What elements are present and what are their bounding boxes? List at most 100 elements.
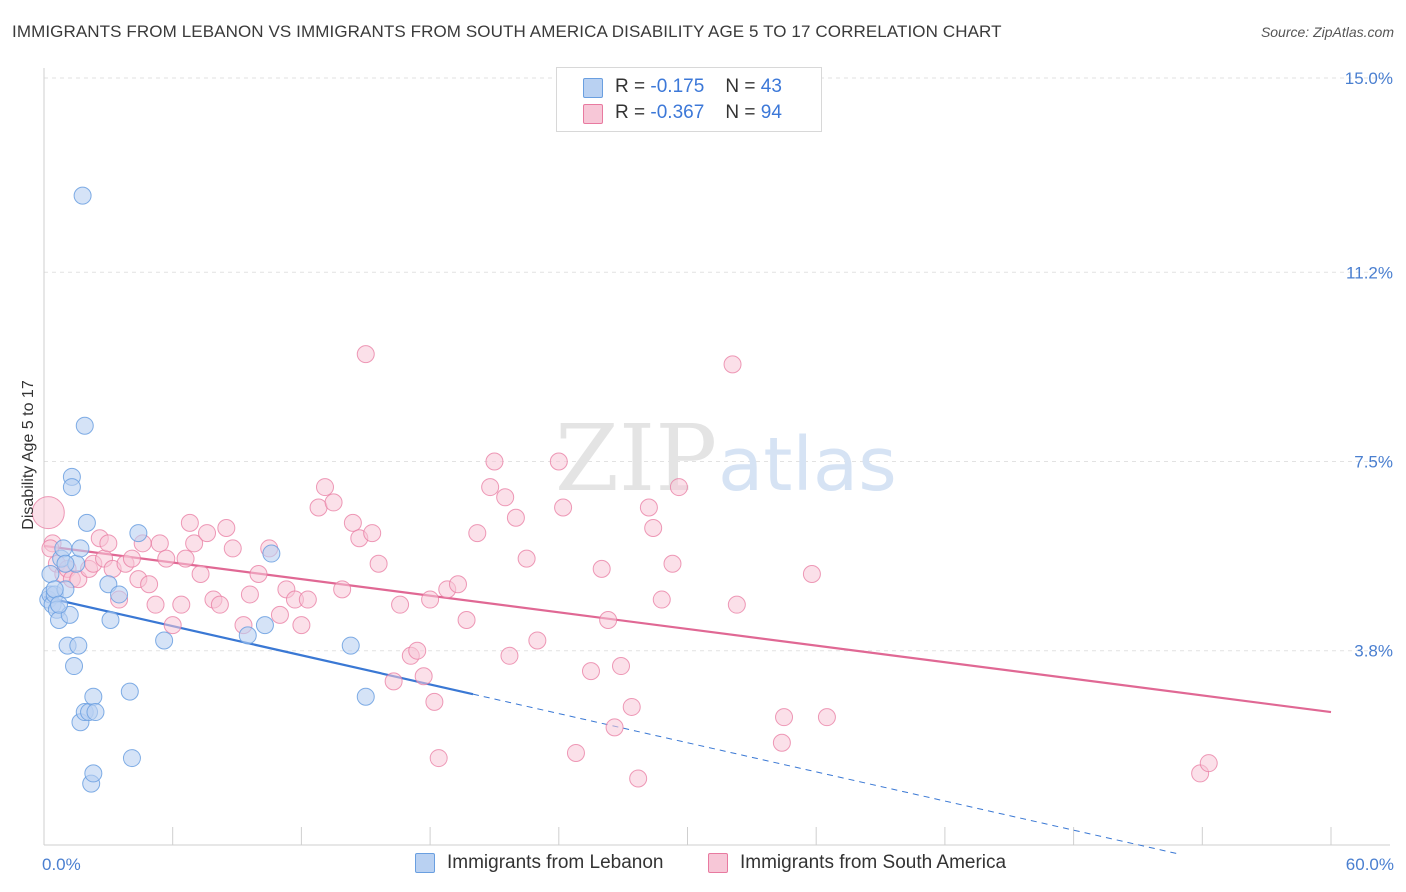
legend-n-label: N = (725, 102, 756, 123)
x-tick-label-min: 0.0% (42, 855, 81, 874)
point-south-america (669, 478, 688, 497)
point-lebanon (84, 687, 103, 706)
point-lebanon (65, 657, 84, 676)
point-south-america (566, 743, 585, 762)
point-south-america (343, 513, 362, 532)
point-south-america (802, 564, 821, 583)
point-south-america (663, 554, 682, 573)
point-south-america (31, 496, 65, 530)
point-lebanon (120, 682, 139, 701)
point-south-america (356, 345, 375, 364)
point-south-america (775, 708, 794, 727)
point-lebanon (356, 687, 375, 706)
x-tick-labels: 0.0% 60.0% (42, 855, 1394, 874)
point-south-america (191, 564, 210, 583)
point-south-america (140, 575, 159, 594)
point-lebanon (54, 539, 73, 558)
point-south-america (421, 590, 440, 609)
legend-r-label: R = (615, 102, 646, 123)
y-tick-label: 15.0% (1345, 69, 1393, 88)
point-south-america (292, 616, 311, 635)
point-lebanon (77, 513, 96, 532)
point-south-america (363, 524, 382, 543)
point-south-america (309, 498, 328, 517)
point-south-america (605, 718, 624, 737)
trend-lines (43, 544, 1332, 855)
point-south-america (817, 708, 836, 727)
data-points (31, 186, 1218, 793)
point-south-america (517, 549, 536, 568)
legend-n-value-lebanon: 43 (760, 76, 782, 97)
point-south-america (652, 590, 671, 609)
legend-r-label: R = (615, 76, 646, 97)
point-lebanon (129, 524, 148, 543)
point-south-america (612, 657, 631, 676)
axes (43, 68, 1390, 846)
legend-swatch-south-america (583, 104, 603, 124)
point-south-america (425, 692, 444, 711)
point-south-america (391, 595, 410, 614)
point-south-america (549, 452, 568, 471)
point-lebanon (238, 626, 257, 645)
point-south-america (315, 478, 334, 497)
point-south-america (324, 493, 343, 512)
point-lebanon (122, 749, 141, 768)
bottom-legend-swatch-south-america (708, 853, 728, 873)
y-tick-labels: 15.0% 11.2% 7.5% 3.8% (1345, 69, 1393, 661)
y-tick-label: 11.2% (1346, 263, 1393, 282)
point-south-america (172, 595, 191, 614)
point-south-america (629, 769, 648, 788)
point-lebanon (84, 764, 103, 783)
bottom-legend-label-south-america: Immigrants from South America (740, 852, 1007, 873)
point-south-america (506, 508, 525, 527)
point-south-america (485, 452, 504, 471)
point-south-america (369, 554, 388, 573)
point-lebanon (69, 636, 88, 655)
point-south-america (384, 672, 403, 691)
point-south-america (298, 590, 317, 609)
point-lebanon (262, 544, 281, 563)
point-south-america (122, 549, 141, 568)
point-south-america (333, 580, 352, 599)
watermark-zip: ZIP (555, 405, 717, 512)
point-south-america (496, 488, 515, 507)
point-south-america (581, 662, 600, 681)
point-lebanon (71, 539, 90, 558)
point-south-america (185, 534, 204, 553)
point-lebanon (41, 564, 60, 583)
legend-swatch-lebanon (583, 78, 603, 98)
point-lebanon (56, 554, 75, 573)
legend-n-value-south-america: 94 (760, 102, 782, 123)
point-lebanon (155, 631, 174, 650)
source-label: Source: ZipAtlas.com (1260, 24, 1394, 40)
bottom-legend-swatch-lebanon (415, 853, 435, 873)
point-south-america (1199, 754, 1218, 773)
point-south-america (429, 749, 448, 768)
point-lebanon (341, 636, 360, 655)
y-tick-label: 3.8% (1354, 642, 1393, 661)
point-south-america (180, 513, 199, 532)
point-south-america (99, 534, 118, 553)
point-south-america (157, 549, 176, 568)
watermark: ZIP atlas (555, 405, 897, 512)
point-south-america (198, 524, 217, 543)
legend-r-value-south-america: -0.367 (650, 102, 705, 123)
grid-lines (44, 77, 1390, 652)
point-lebanon (110, 585, 129, 604)
point-south-america (622, 697, 641, 716)
point-south-america (528, 631, 547, 650)
point-south-america (163, 616, 182, 635)
point-lebanon (62, 478, 81, 497)
point-south-america (639, 498, 658, 517)
point-lebanon (86, 703, 105, 722)
point-lebanon (255, 616, 274, 635)
point-south-america (554, 498, 573, 517)
point-south-america (217, 518, 236, 537)
watermark-atlas: atlas (718, 422, 897, 508)
y-axis-label: Disability Age 5 to 17 (20, 380, 37, 530)
legend-n-label: N = (725, 76, 756, 97)
stats-legend: R = -0.175 N = 43 R = -0.367 N = 94 (556, 67, 822, 132)
point-south-america (500, 646, 519, 665)
point-south-america (146, 595, 165, 614)
